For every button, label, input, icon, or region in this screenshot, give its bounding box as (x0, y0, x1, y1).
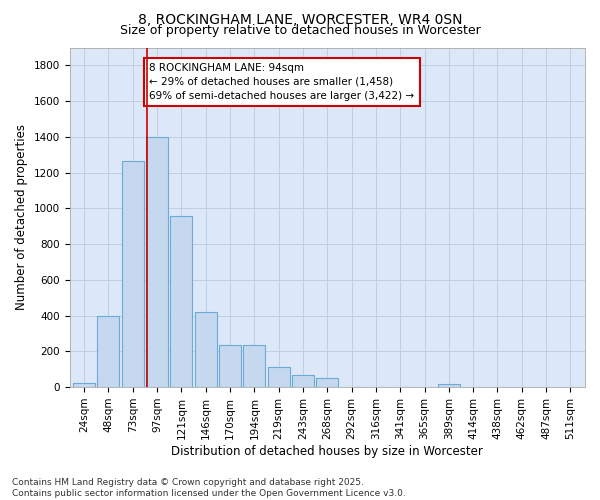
Bar (122, 161, 143, 387)
Bar (195, 312, 217, 387)
Bar (170, 216, 193, 387)
Bar (146, 137, 168, 387)
Text: Contains HM Land Registry data © Crown copyright and database right 2025.
Contai: Contains HM Land Registry data © Crown c… (12, 478, 406, 498)
Bar (268, 366, 290, 387)
Bar (438, 384, 460, 387)
Bar (73, 382, 95, 387)
Text: 8, ROCKINGHAM LANE, WORCESTER, WR4 0SN: 8, ROCKINGHAM LANE, WORCESTER, WR4 0SN (138, 12, 462, 26)
Text: 8 ROCKINGHAM LANE: 94sqm
← 29% of detached houses are smaller (1,458)
69% of sem: 8 ROCKINGHAM LANE: 94sqm ← 29% of detach… (149, 63, 415, 101)
Text: Size of property relative to detached houses in Worcester: Size of property relative to detached ho… (119, 24, 481, 37)
Bar (97, 316, 119, 387)
Y-axis label: Number of detached properties: Number of detached properties (15, 124, 28, 310)
Bar (244, 345, 265, 387)
Bar (292, 374, 314, 387)
Bar (316, 378, 338, 387)
Bar (219, 345, 241, 387)
X-axis label: Distribution of detached houses by size in Worcester: Distribution of detached houses by size … (172, 444, 483, 458)
